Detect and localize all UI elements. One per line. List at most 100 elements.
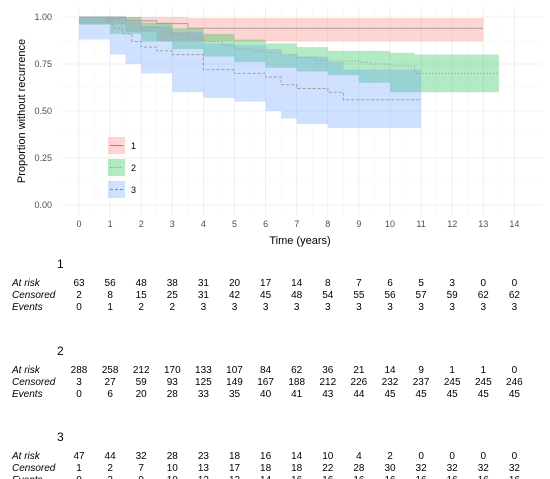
risk-cell: 2 xyxy=(138,302,144,313)
risk-cell: 21 xyxy=(353,365,365,376)
risk-cell: 38 xyxy=(167,278,179,289)
risk-cell: 55 xyxy=(353,290,365,301)
risk-cell: 16 xyxy=(291,475,303,479)
risk-cell: 16 xyxy=(384,475,396,479)
risk-cell: 14 xyxy=(260,475,272,479)
risk-cell: 1 xyxy=(107,302,113,313)
risk-cell: 32 xyxy=(416,463,428,474)
risk-cell: 41 xyxy=(291,389,303,400)
risk-cell: 14 xyxy=(291,451,303,462)
x-tick-label: 2 xyxy=(139,219,144,229)
risk-cell: 8 xyxy=(107,290,113,301)
risk-cell: 45 xyxy=(509,389,521,400)
risk-cell: 18 xyxy=(229,451,241,462)
risk-cell: 212 xyxy=(319,377,336,388)
x-tick-label: 3 xyxy=(170,219,175,229)
risk-cell: 246 xyxy=(506,377,523,388)
risk-cell: 7 xyxy=(356,278,362,289)
risk-cell: 44 xyxy=(353,389,365,400)
risk-cell: 10 xyxy=(322,451,334,462)
risk-cell: 28 xyxy=(167,451,179,462)
y-axis-title: Proportion without recurrence xyxy=(16,39,28,183)
risk-cell: 3 xyxy=(263,302,269,313)
risk-cell: 0 xyxy=(481,278,487,289)
risk-cell: 62 xyxy=(291,365,303,376)
risk-row-label: At risk xyxy=(11,451,41,462)
risk-cell: 9 xyxy=(418,365,424,376)
risk-cell: 56 xyxy=(105,278,117,289)
x-tick-label: 0 xyxy=(76,219,81,229)
risk-group-label-1: 1 xyxy=(57,257,64,271)
risk-cell: 36 xyxy=(322,365,334,376)
risk-cell: 3 xyxy=(449,302,455,313)
risk-cell: 35 xyxy=(229,389,241,400)
risk-cell: 18 xyxy=(291,463,303,474)
risk-cell: 62 xyxy=(478,290,490,301)
risk-cell: 45 xyxy=(416,389,428,400)
risk-row-label: Events xyxy=(12,302,43,313)
risk-cell: 1 xyxy=(449,365,455,376)
x-tick-label: 9 xyxy=(356,219,361,229)
risk-cell: 5 xyxy=(418,278,424,289)
risk-cell: 28 xyxy=(353,463,365,474)
risk-cell: 32 xyxy=(509,463,521,474)
risk-cell: 12 xyxy=(198,475,210,479)
risk-cell: 54 xyxy=(322,290,334,301)
risk-cell: 0 xyxy=(512,278,518,289)
legend-label-2: 2 xyxy=(131,163,136,173)
risk-cell: 237 xyxy=(413,377,430,388)
risk-cell: 8 xyxy=(325,278,331,289)
risk-cell: 56 xyxy=(384,290,396,301)
y-tick-label: 0.00 xyxy=(34,200,52,210)
risk-cell: 43 xyxy=(322,389,334,400)
risk-cell: 0 xyxy=(512,365,518,376)
risk-cell: 3 xyxy=(232,302,238,313)
x-tick-label: 14 xyxy=(509,219,519,229)
ci-band-3 xyxy=(79,17,422,128)
risk-cell: 16 xyxy=(478,475,490,479)
y-tick-label: 0.25 xyxy=(34,153,52,163)
risk-cell: 3 xyxy=(387,302,393,313)
risk-cell: 25 xyxy=(167,290,179,301)
x-tick-label: 1 xyxy=(108,219,113,229)
risk-cell: 16 xyxy=(353,475,365,479)
x-axis-title: Time (years) xyxy=(269,235,330,247)
risk-group-label-2: 2 xyxy=(57,344,64,358)
risk-cell: 23 xyxy=(198,451,210,462)
risk-cell: 16 xyxy=(509,475,521,479)
risk-cell: 16 xyxy=(260,451,272,462)
legend-label-3: 3 xyxy=(131,185,136,195)
risk-group-label-3: 3 xyxy=(57,430,64,444)
risk-cell: 0 xyxy=(76,302,82,313)
risk-cell: 258 xyxy=(102,365,119,376)
risk-cell: 20 xyxy=(229,278,241,289)
risk-row-label: Censored xyxy=(12,377,56,388)
risk-cell: 7 xyxy=(138,463,144,474)
legend: 1 2 3 xyxy=(108,137,136,198)
risk-cell: 6 xyxy=(387,278,393,289)
risk-cell: 16 xyxy=(322,475,334,479)
x-tick-labels: 0 1 2 3 4 5 6 7 8 9 10 11 12 13 14 xyxy=(76,219,519,229)
risk-cell: 14 xyxy=(384,365,396,376)
risk-cell: 3 xyxy=(201,302,207,313)
risk-cell: 48 xyxy=(136,278,148,289)
survival-curve-3 xyxy=(79,16,422,101)
risk-cell: 84 xyxy=(260,365,272,376)
risk-cell: 3 xyxy=(449,278,455,289)
risk-cell: 1 xyxy=(481,365,487,376)
risk-cell: 167 xyxy=(257,377,274,388)
y-tick-label: 0.50 xyxy=(34,106,52,116)
risk-cell: 0 xyxy=(512,451,518,462)
risk-cell: 59 xyxy=(447,290,459,301)
x-tick-label: 7 xyxy=(294,219,299,229)
risk-cell: 1 xyxy=(76,463,82,474)
risk-cell: 44 xyxy=(105,451,117,462)
x-tick-label: 6 xyxy=(263,219,268,229)
grid-lines xyxy=(62,7,542,215)
risk-cell: 45 xyxy=(384,389,396,400)
risk-cell: 59 xyxy=(136,377,148,388)
risk-cell: 31 xyxy=(198,290,210,301)
risk-cell: 3 xyxy=(512,302,518,313)
risk-cell: 3 xyxy=(481,302,487,313)
